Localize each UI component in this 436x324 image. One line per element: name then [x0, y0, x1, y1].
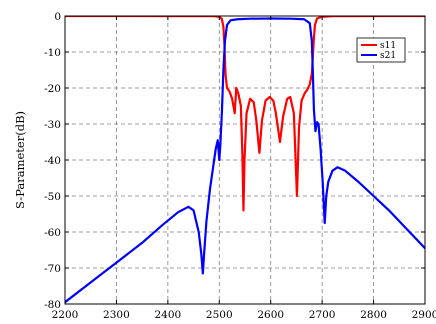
- y-tick-label: -80: [44, 299, 61, 311]
- x-tick-label: 2300: [103, 309, 130, 321]
- grid-lines: [65, 16, 425, 304]
- y-tick-label: -20: [44, 83, 61, 95]
- x-tick-label: 2700: [309, 309, 336, 321]
- legend-label-s11: s11: [380, 41, 396, 51]
- x-tick-label: 2500: [206, 309, 233, 321]
- x-tick-label: 2400: [154, 309, 181, 321]
- series-line-s21: [65, 17, 425, 304]
- y-tick-label: -60: [44, 227, 61, 239]
- y-tick-label: -70: [44, 263, 61, 275]
- y-tick-label: -40: [44, 155, 61, 167]
- axis-ticks: 2200 2300 2400 2500 2600 2700 2800 2900 0 -10 -20 -…: [44, 11, 436, 321]
- plot-series: [65, 16, 425, 304]
- x-tick-label: 2900: [412, 309, 436, 321]
- legend-box: [356, 37, 406, 63]
- series-line-s11: [65, 16, 425, 212]
- x-tick-label: 2600: [257, 309, 284, 321]
- y-axis-label: S-Parameter(dB): [13, 111, 27, 209]
- y-tick-label: 0: [54, 11, 61, 23]
- y-tick-label: -10: [44, 47, 61, 59]
- x-tick-label: 2800: [360, 309, 387, 321]
- y-tick-label: -30: [44, 119, 61, 131]
- x-tick-label: 2200: [52, 309, 79, 321]
- legend-label-s21: s21: [380, 51, 396, 61]
- y-tick-label: -50: [44, 191, 61, 203]
